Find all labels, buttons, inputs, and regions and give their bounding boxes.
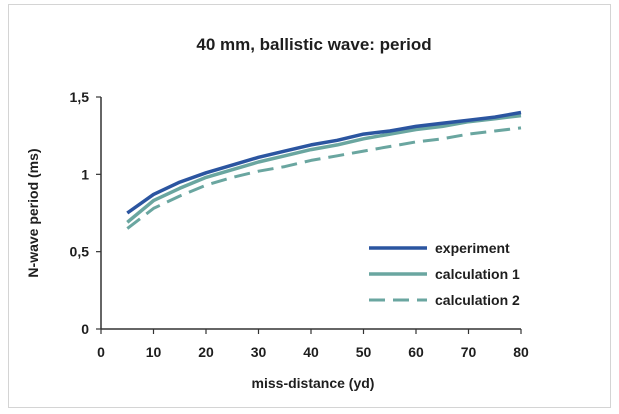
legend-label: calculation 1: [435, 266, 520, 282]
legend-label: experiment: [435, 240, 510, 256]
x-axis-label: miss-distance (yd): [252, 375, 375, 391]
y-tick-label: 0,5: [70, 244, 90, 260]
legend: experiment calculation 1 calculation 2: [369, 240, 520, 308]
tick-group: 0 10 20 30 40 50 60 70 80 0 0,5 1 1,5: [70, 89, 529, 360]
y-tick-label: 1,5: [70, 89, 90, 105]
x-tick-label: 30: [251, 344, 267, 360]
x-tick-label: 10: [146, 344, 162, 360]
x-tick-label: 0: [97, 344, 105, 360]
chart-frame: [8, 4, 611, 408]
legend-label: calculation 2: [435, 292, 520, 308]
x-tick-label: 50: [356, 344, 372, 360]
series-line-calculation-1: [126, 113, 522, 224]
x-tick-label: 60: [408, 344, 424, 360]
series-group: [126, 110, 522, 230]
x-tick-label: 40: [303, 344, 319, 360]
series-line-experiment: [126, 110, 522, 215]
y-tick-label: 0: [81, 321, 89, 337]
x-tick-label: 70: [461, 344, 477, 360]
x-tick-label: 80: [513, 344, 529, 360]
y-tick-label: 1: [81, 166, 89, 182]
series-line-calculation-2: [126, 126, 522, 230]
chart-title: 40 mm, ballistic wave: period: [196, 35, 431, 54]
y-axis-label: N-wave period (ms): [25, 148, 41, 277]
x-tick-label: 20: [198, 344, 214, 360]
